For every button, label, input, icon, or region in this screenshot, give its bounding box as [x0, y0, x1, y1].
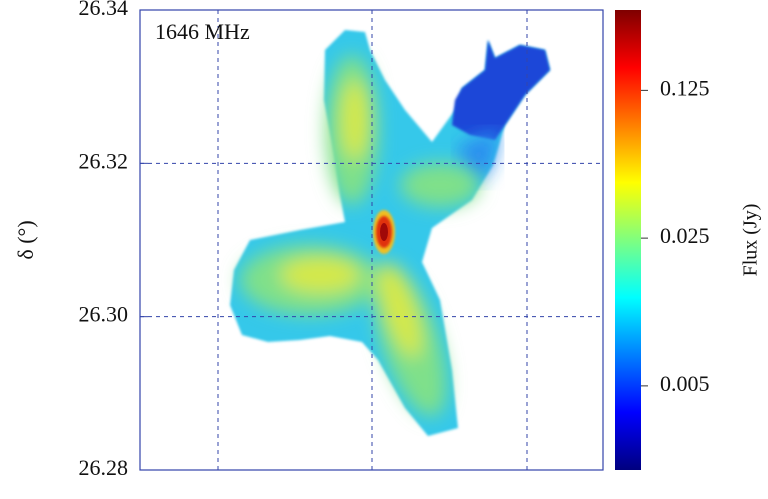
colorbar [615, 10, 641, 470]
y-tick-label: 26.30 [79, 302, 129, 327]
colorbar-tick-label: 0.125 [660, 75, 710, 100]
colorbar-label: Flux (Jy) [740, 204, 762, 277]
emission-map [230, 30, 550, 436]
colorbar-tick-label: 0.005 [660, 371, 710, 396]
y-tick-label: 26.32 [79, 148, 129, 173]
y-tick-label: 26.34 [79, 0, 129, 20]
y-tick-label: 26.28 [79, 455, 129, 480]
colorbar-tick-label: 0.025 [660, 223, 710, 248]
annotation: 1646 MHz [155, 19, 250, 44]
plot-frame [139, 9, 604, 471]
y-axis-label: δ (°) [13, 220, 38, 259]
